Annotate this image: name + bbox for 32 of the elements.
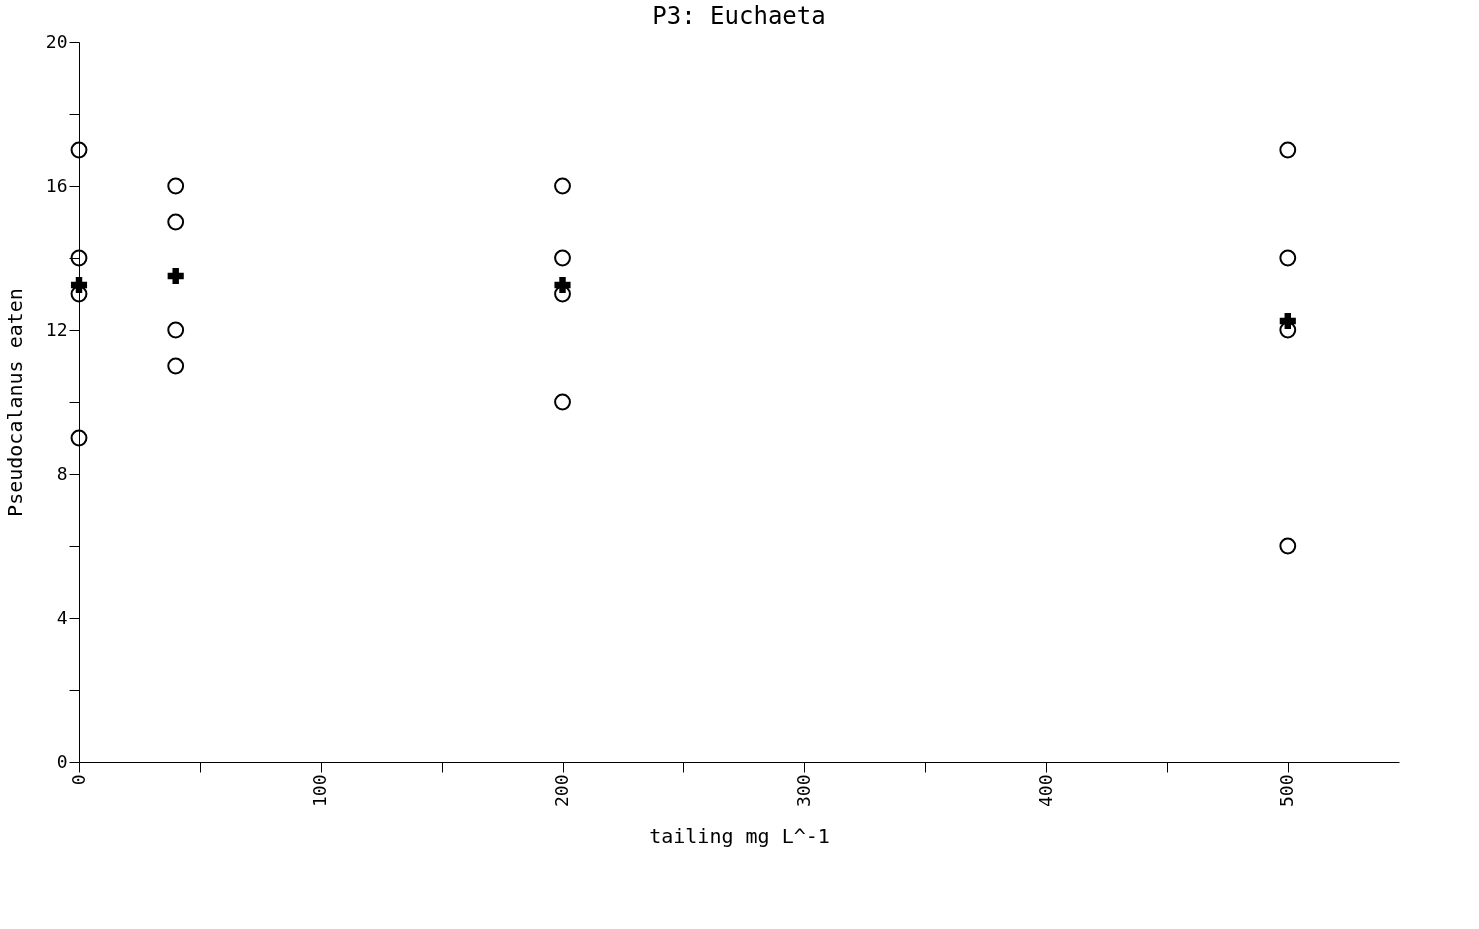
x-tick-label: 300 xyxy=(792,774,814,808)
point xyxy=(70,141,88,159)
x-tick-label: 500 xyxy=(1276,774,1298,808)
point xyxy=(554,249,571,267)
x-tick-label: 200 xyxy=(551,774,573,808)
point xyxy=(554,177,571,195)
point xyxy=(70,276,88,294)
point xyxy=(1279,312,1296,330)
point xyxy=(167,321,185,339)
x-tick-label: 0 xyxy=(67,774,89,786)
point xyxy=(1279,141,1297,159)
y-tick-label: 12 xyxy=(45,318,68,340)
point xyxy=(70,249,88,267)
chart-title: P3: Euchaeta xyxy=(652,2,826,30)
point xyxy=(167,357,185,375)
y-tick-label: 20 xyxy=(45,30,68,52)
x-tick-label: 400 xyxy=(1034,774,1056,808)
x-axis-title: tailing mg L^-1 xyxy=(649,824,830,849)
point xyxy=(554,276,571,294)
point xyxy=(167,213,185,231)
point xyxy=(167,177,185,195)
y-axis-title: Pseudocalanus eaten xyxy=(2,288,27,517)
y-tick-label: 0 xyxy=(56,750,68,772)
point xyxy=(554,393,571,411)
y-tick-label: 4 xyxy=(56,606,68,628)
point xyxy=(70,429,88,447)
point xyxy=(1279,537,1297,555)
y-tick-label: 16 xyxy=(45,174,68,196)
y-tick-label: 8 xyxy=(56,462,68,484)
point xyxy=(167,267,184,285)
point xyxy=(1279,249,1297,267)
x-tick-label: 100 xyxy=(309,774,331,808)
